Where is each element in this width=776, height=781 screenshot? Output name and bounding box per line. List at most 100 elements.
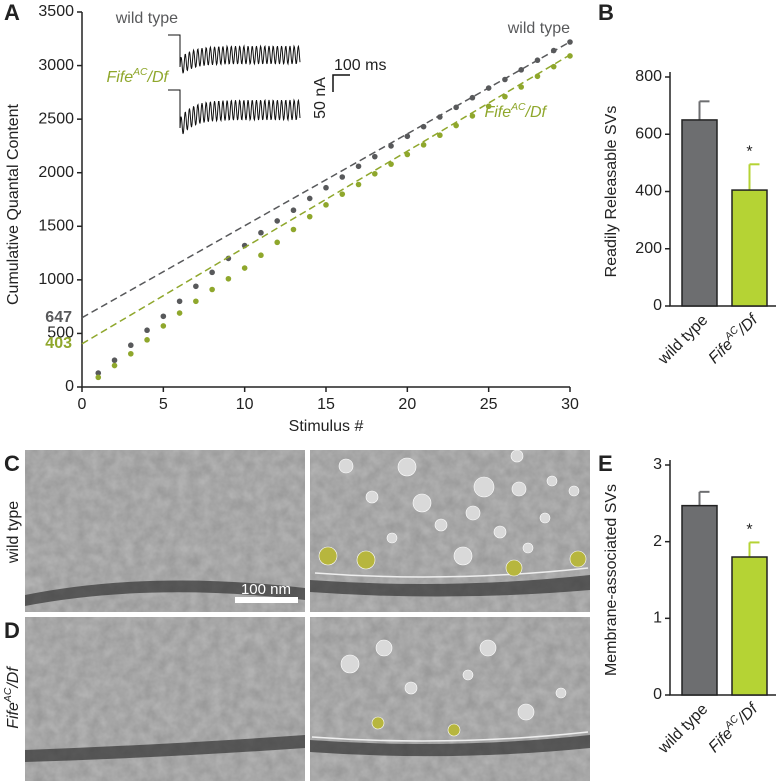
data-point (144, 337, 150, 343)
data-point (485, 85, 492, 91)
scale-time: 100 ms (334, 57, 386, 74)
data-point (437, 132, 443, 139)
text-part: /Df (525, 104, 548, 121)
text-part: Fife (5, 702, 22, 729)
docked-vesicles (318, 546, 587, 737)
data-point (437, 114, 443, 120)
data-point (420, 142, 427, 148)
text-part: AC (510, 102, 526, 113)
y-tick-label: 3000 (38, 57, 74, 74)
data-point (550, 47, 557, 54)
membrane (25, 580, 305, 606)
inset-trace (168, 34, 301, 74)
scale-current: 50 nA (312, 77, 329, 119)
data-point (453, 104, 459, 111)
y-tick-label: 200 (635, 240, 662, 257)
y-tick-label: 0 (653, 297, 662, 314)
x-tick-label: 20 (398, 396, 416, 413)
data-point (420, 123, 427, 130)
data-point (241, 265, 248, 271)
data-point (404, 151, 411, 158)
y-axis-label: Membrane-associated SVs (603, 484, 620, 676)
y-tick-label: 500 (47, 325, 74, 342)
y-tick-label: 2000 (38, 164, 74, 181)
data-point (209, 269, 215, 276)
bar (681, 119, 718, 307)
x-tick-label: 0 (78, 396, 87, 413)
data-point (193, 283, 199, 290)
data-point (323, 202, 329, 208)
data-point (160, 313, 167, 320)
data-point (128, 350, 134, 357)
panel-letter: E (598, 451, 613, 476)
data-point (323, 184, 329, 191)
data-point (274, 218, 281, 224)
y-tick-label: 0 (653, 686, 662, 703)
data-point (176, 298, 183, 305)
data-point (518, 67, 524, 73)
data-point (469, 94, 476, 101)
x-tick-label: FifeAC/Df (704, 309, 762, 367)
data-point (355, 181, 362, 188)
data-point (404, 133, 411, 140)
data-point (258, 229, 264, 236)
series-label: FifeAC/Df (484, 102, 547, 121)
panel-letter: D (4, 618, 20, 643)
data-point (372, 153, 378, 160)
data-point (485, 103, 492, 110)
x-tick-label: FifeAC/Df (704, 698, 762, 756)
data-point (306, 195, 313, 202)
data-point (209, 286, 215, 293)
x-tick-label: 25 (480, 396, 498, 413)
scale-bar (235, 597, 298, 603)
data-point (258, 252, 264, 259)
data-point (534, 57, 541, 64)
data-point (388, 143, 394, 149)
significance: * (746, 144, 752, 161)
em-images: 100 nm (25, 449, 590, 781)
x-tick-label: wild type (655, 312, 712, 369)
data-point (128, 342, 134, 349)
data-point (290, 226, 297, 233)
membrane-trace (314, 567, 589, 578)
intercept-label: 403 (45, 335, 72, 352)
y-tick-label: 800 (635, 68, 662, 85)
data-point (111, 362, 118, 369)
y-tick-label: 1000 (38, 271, 74, 288)
em-texture (310, 617, 590, 781)
x-tick-label: 15 (317, 396, 335, 413)
row-label: wild type (5, 501, 22, 564)
y-tick-label: 0 (65, 378, 74, 395)
inset-trace (168, 89, 301, 135)
data-point (339, 174, 346, 180)
panel-letter: A (4, 0, 20, 25)
panel-letter: B (598, 0, 614, 25)
text-part: /Df (5, 666, 22, 689)
data-point (176, 310, 183, 316)
data-point (453, 122, 459, 129)
series-label: wild type (507, 20, 570, 37)
data-point (290, 207, 297, 214)
x-tick-label: 10 (236, 396, 254, 413)
data-point (225, 275, 232, 282)
text-part: /Df (147, 69, 170, 86)
y-axis-label: Readily Releasable SVs (603, 106, 620, 278)
data-point (306, 213, 313, 220)
membrane (310, 735, 590, 757)
data-point (339, 191, 346, 197)
membrane (25, 735, 305, 762)
inset-label: wild type (115, 10, 178, 27)
vesicles (338, 449, 580, 721)
data-point (567, 53, 573, 59)
y-tick-label: 2500 (38, 110, 74, 127)
bar (731, 556, 768, 696)
x-axis-label: Stimulus # (289, 418, 364, 435)
data-point (388, 161, 394, 167)
data-point (502, 76, 508, 83)
data-point (550, 63, 557, 70)
data-point (534, 73, 541, 80)
y-tick-label: 2 (653, 533, 662, 550)
scale-bar (332, 74, 350, 92)
x-tick-label: wild type (655, 701, 712, 758)
